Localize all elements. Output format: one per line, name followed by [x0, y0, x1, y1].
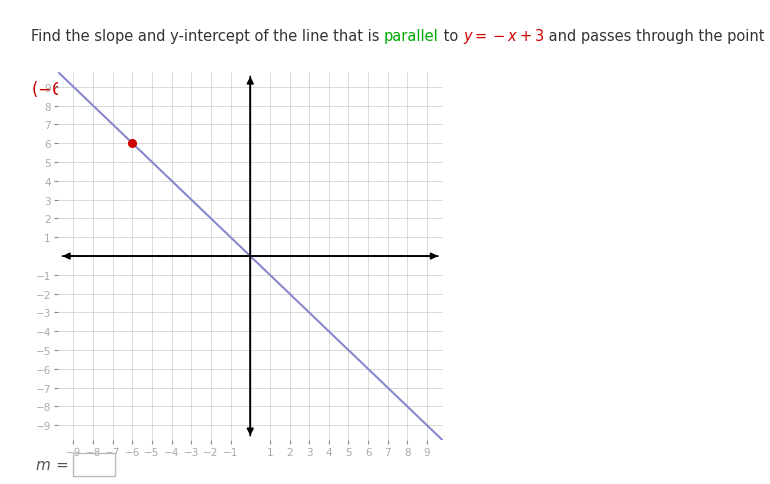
Text: Find the slope and y-intercept of the line that is: Find the slope and y-intercept of the li… [31, 30, 384, 44]
Text: $m\,=$: $m\,=$ [35, 457, 68, 472]
Text: $(-6,6).$: $(-6,6).$ [31, 79, 93, 99]
Text: to: to [439, 30, 463, 44]
Text: parallel: parallel [384, 30, 439, 44]
Text: $y=-x+3$: $y=-x+3$ [463, 27, 544, 46]
Bar [73, 453, 116, 476]
Text: and passes through the point: and passes through the point [544, 30, 765, 44]
